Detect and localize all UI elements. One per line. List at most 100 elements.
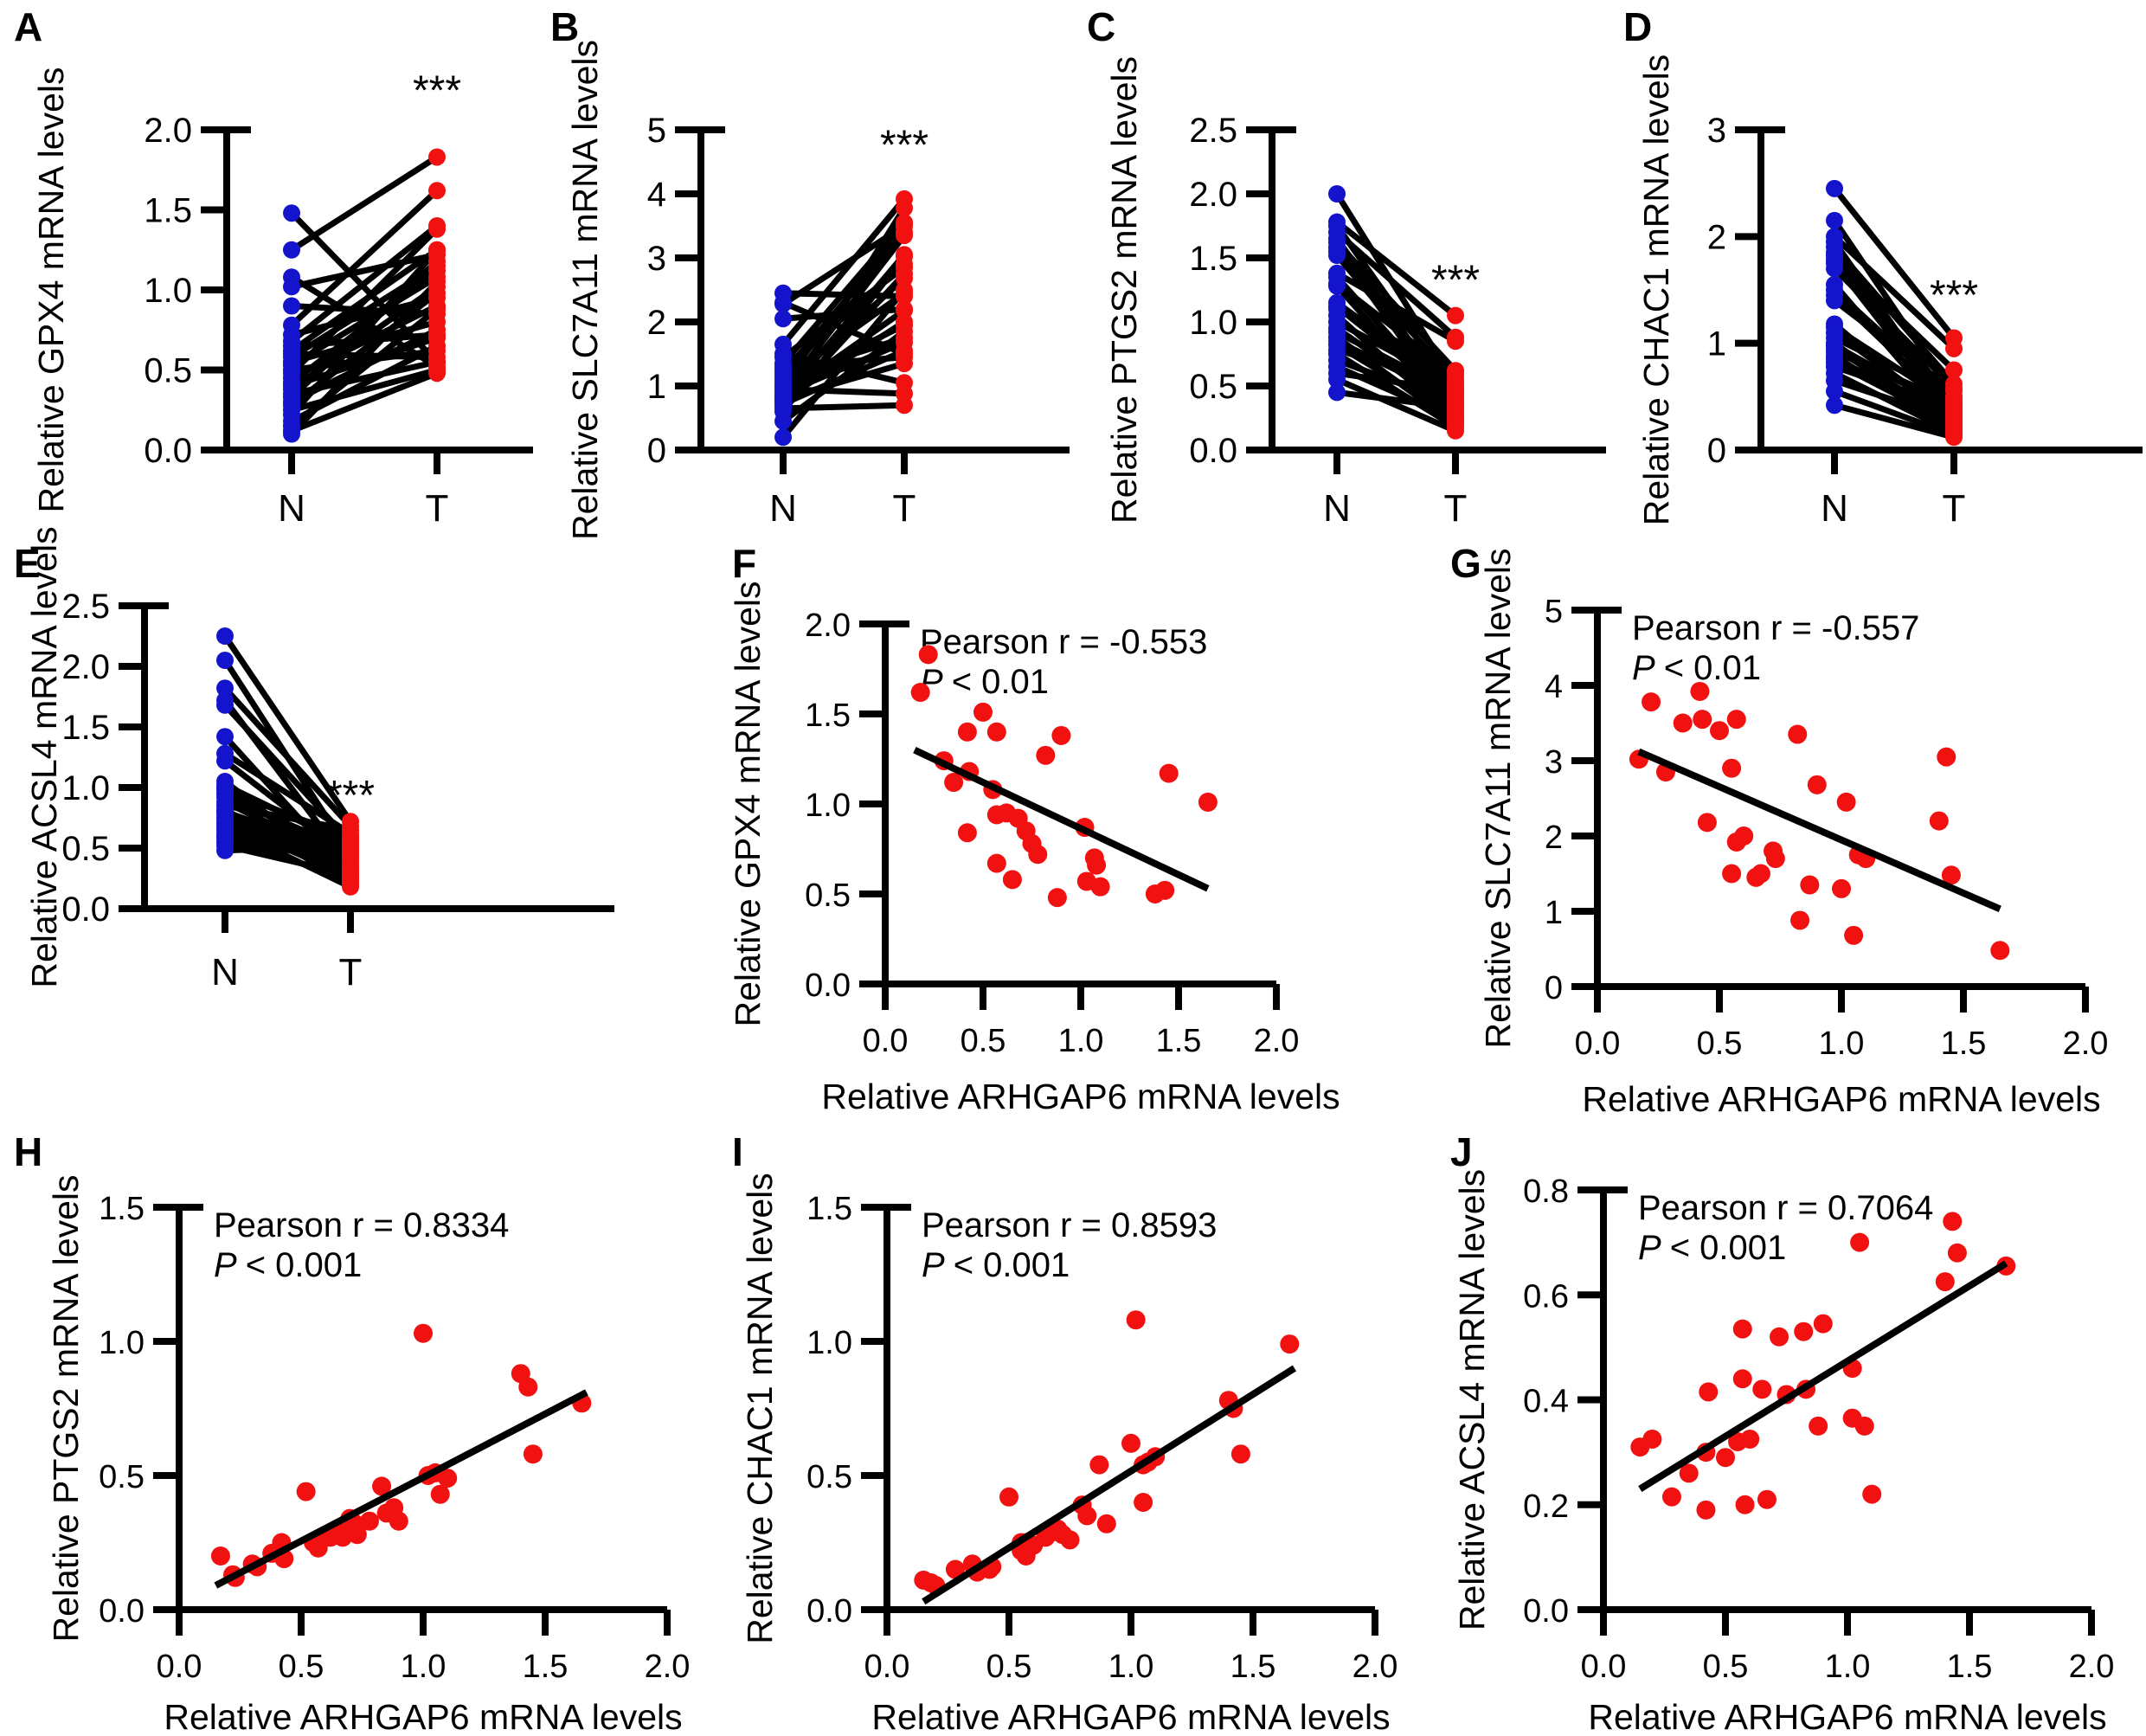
svg-text:1.0: 1.0 <box>806 1325 852 1361</box>
svg-text:0.5: 0.5 <box>805 878 851 914</box>
svg-text:N: N <box>278 487 305 530</box>
svg-text:0.0: 0.0 <box>1189 432 1237 470</box>
svg-text:0.5: 0.5 <box>1697 1026 1743 1062</box>
svg-text:0: 0 <box>1707 432 1726 470</box>
svg-text:0.5: 0.5 <box>279 1649 324 1685</box>
svg-text:0.0: 0.0 <box>1581 1649 1627 1685</box>
svg-text:Relative ARHGAP6 mRNA levels: Relative ARHGAP6 mRNA levels <box>871 1697 1390 1736</box>
svg-text:1.5: 1.5 <box>99 1191 145 1227</box>
panel-f: F 0.0 0.5 1.0 1.5 2.0 Relative GPX4 mRNA leve… <box>718 537 1436 1125</box>
panel-d: D 0 1 2 3 Relative CHAC1 mRNA levels N T *** <box>1610 0 2146 537</box>
svg-text:0.0: 0.0 <box>157 1649 202 1685</box>
panel-j: J 0.0 0.2 0.4 0.6 0.8 Relative ACSL4 mRNA lev… <box>1436 1125 2146 1736</box>
panel-letter-b: B <box>550 4 580 49</box>
svg-text:1.0: 1.0 <box>1825 1649 1871 1685</box>
svg-text:Relative PTGS2 mRNA levels: Relative PTGS2 mRNA levels <box>1104 56 1144 524</box>
svg-text:1: 1 <box>1707 325 1726 363</box>
svg-text:0.5: 0.5 <box>1189 368 1237 406</box>
svg-text:0.0: 0.0 <box>144 432 192 470</box>
panel-letter-f: F <box>732 541 757 586</box>
svg-text:1.5: 1.5 <box>1230 1649 1276 1685</box>
svg-text:0.0: 0.0 <box>863 1023 909 1059</box>
svg-text:Pearson r = -0.557: Pearson r = -0.557 <box>1632 609 1919 647</box>
svg-text:T: T <box>426 487 449 530</box>
svg-text:1.5: 1.5 <box>1189 240 1237 278</box>
svg-text:5: 5 <box>647 112 666 150</box>
svg-text:0.5: 0.5 <box>61 830 110 868</box>
panel-h: H 0.0 0.5 1.0 1.5 Relative PTGS2 mRNA levels… <box>0 1125 718 1736</box>
svg-text:2.5: 2.5 <box>61 588 110 626</box>
svg-text:P< 0.001: P < 0.001 <box>1638 1229 1786 1267</box>
svg-text:Relative ACSL4 mRNA levels: Relative ACSL4 mRNA levels <box>1452 1169 1492 1630</box>
svg-text:2.0: 2.0 <box>1352 1649 1398 1685</box>
chart-chac1-paired: 0 1 2 3 Relative CHAC1 mRNA levels N T *** <box>1636 55 2143 530</box>
svg-text:1.5: 1.5 <box>805 698 851 734</box>
svg-text:4: 4 <box>647 176 666 214</box>
panel-c: C 0.0 0.5 1.0 1.5 2.0 2.5 Relative PTGS2 mRNA … <box>1073 0 1610 537</box>
svg-text:0: 0 <box>647 432 666 470</box>
svg-text:0.6: 0.6 <box>1523 1278 1569 1315</box>
svg-text:N: N <box>1821 487 1848 530</box>
svg-text:T: T <box>1943 487 1966 530</box>
panel-letter-g: G <box>1450 541 1481 586</box>
chart-ptgs2-paired: 0.0 0.5 1.0 1.5 2.0 2.5 Relative PTGS2 mRNA le… <box>1104 56 1606 530</box>
svg-text:2.0: 2.0 <box>805 608 851 644</box>
svg-text:Relative GPX4 mRNA levels: Relative GPX4 mRNA levels <box>31 68 71 513</box>
svg-text:Pearson r = 0.8593: Pearson r = 0.8593 <box>922 1206 1217 1244</box>
svg-text:3: 3 <box>1707 112 1726 150</box>
svg-text:0.8: 0.8 <box>1523 1173 1569 1210</box>
svg-text:P< 0.01: P < 0.01 <box>1632 649 1761 687</box>
svg-text:1.0: 1.0 <box>144 272 192 310</box>
svg-text:2.0: 2.0 <box>1189 176 1237 214</box>
chart-ptgs2-vs-arhgap6-scatter: 0.0 0.5 1.0 1.5 Relative PTGS2 mRNA levels 0.… <box>46 1174 691 1736</box>
svg-text:1.0: 1.0 <box>1058 1023 1104 1059</box>
svg-text:0.0: 0.0 <box>864 1649 910 1685</box>
svg-text:2.0: 2.0 <box>2063 1026 2109 1062</box>
svg-text:Pearson r = -0.553: Pearson r = -0.553 <box>920 623 1207 661</box>
chart-gpx4-vs-arhgap6-scatter: 0.0 0.5 1.0 1.5 2.0 Relative GPX4 mRNA levels… <box>728 582 1340 1116</box>
panel-letter-i: I <box>732 1129 743 1174</box>
panel-b: B 0 1 2 3 4 5 Relative SLC7A11 mRNA levels N T **… <box>536 0 1073 540</box>
panel-e: E 0.0 0.5 1.0 1.5 2.0 2.5 Relative ACSL4 mRNA … <box>0 526 718 1125</box>
svg-text:T: T <box>339 951 363 993</box>
svg-text:Relative ARHGAP6 mRNA levels: Relative ARHGAP6 mRNA levels <box>1582 1079 2100 1119</box>
svg-text:Relative SLC7A11 mRNA levels: Relative SLC7A11 mRNA levels <box>565 40 605 540</box>
panel-letter-a: A <box>14 4 43 49</box>
svg-text:3: 3 <box>647 240 666 278</box>
svg-text:1.5: 1.5 <box>1156 1023 1202 1059</box>
svg-text:1.0: 1.0 <box>99 1325 145 1361</box>
svg-text:1.5: 1.5 <box>1941 1026 1987 1062</box>
svg-text:T: T <box>1444 487 1468 530</box>
svg-text:1.0: 1.0 <box>805 788 851 824</box>
svg-text:P< 0.001: P < 0.001 <box>214 1246 362 1284</box>
svg-text:1: 1 <box>647 368 666 406</box>
svg-text:2.0: 2.0 <box>645 1649 691 1685</box>
panel-letter-c: C <box>1087 4 1116 49</box>
svg-text:3: 3 <box>1545 744 1563 781</box>
svg-text:Relative SLC7A11 mRNA levels: Relative SLC7A11 mRNA levels <box>1478 548 1518 1048</box>
svg-text:1.5: 1.5 <box>523 1649 569 1685</box>
svg-text:1.0: 1.0 <box>1108 1649 1154 1685</box>
svg-text:Relative PTGS2 mRNA levels: Relative PTGS2 mRNA levels <box>46 1174 86 1642</box>
panel-letter-d: D <box>1623 4 1653 49</box>
svg-text:0.0: 0.0 <box>805 968 851 1004</box>
svg-text:Relative CHAC1 mRNA levels: Relative CHAC1 mRNA levels <box>740 1173 780 1644</box>
svg-text:0.0: 0.0 <box>99 1593 145 1630</box>
panel-letter-j: J <box>1450 1129 1473 1174</box>
svg-text:1.0: 1.0 <box>401 1649 447 1685</box>
svg-text:Pearson r = 0.8334: Pearson r = 0.8334 <box>214 1206 509 1244</box>
chart-chac1-vs-arhgap6-scatter: 0.0 0.5 1.0 1.5 Relative CHAC1 mRNA levels 0.… <box>740 1173 1398 1736</box>
svg-text:P< 0.01: P < 0.01 <box>920 663 1049 701</box>
panel-g: G 0 1 2 3 4 5 Relative SLC7A11 mRNA levels 0.0 0… <box>1436 537 2146 1125</box>
panel-letter-e: E <box>14 541 41 586</box>
svg-text:***: *** <box>326 773 375 819</box>
svg-text:5: 5 <box>1545 594 1563 630</box>
svg-text:0.5: 0.5 <box>806 1459 852 1495</box>
svg-text:1.0: 1.0 <box>1189 304 1237 342</box>
svg-text:0.0: 0.0 <box>806 1593 852 1630</box>
svg-text:0: 0 <box>1545 970 1563 1006</box>
svg-text:P< 0.001: P < 0.001 <box>922 1246 1070 1284</box>
svg-text:0.5: 0.5 <box>986 1649 1032 1685</box>
svg-text:0.0: 0.0 <box>1523 1593 1569 1630</box>
